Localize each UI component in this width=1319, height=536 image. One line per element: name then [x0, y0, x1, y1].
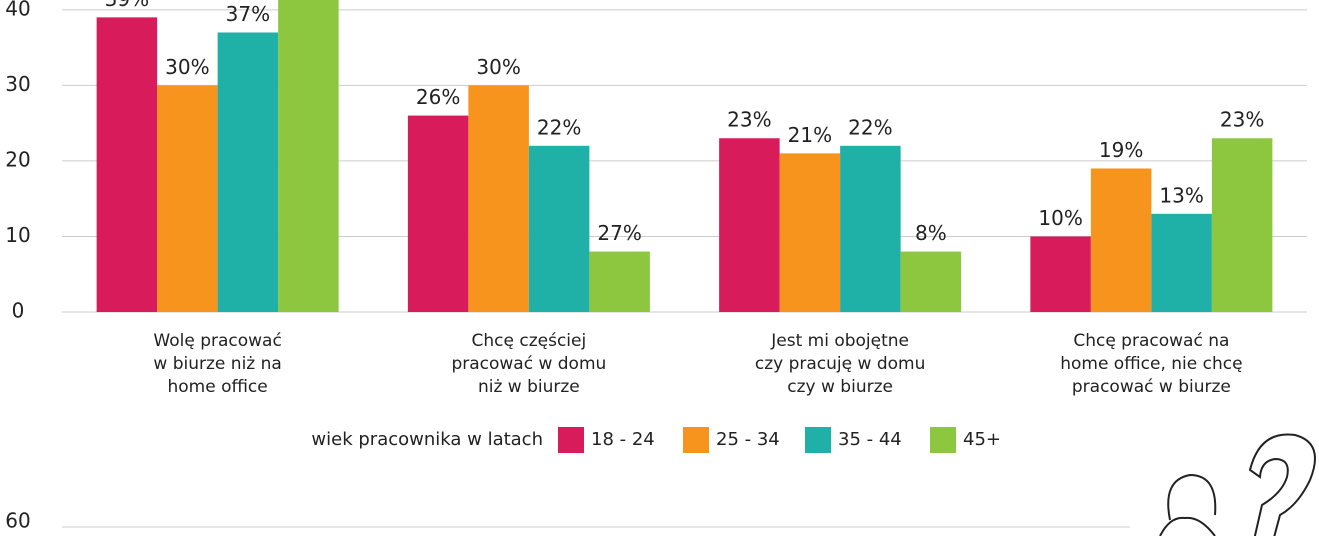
bar [1090, 168, 1152, 312]
legend-title: wiek pracownika w latach [311, 429, 543, 450]
data-label: 26% [416, 85, 460, 109]
legend-label: 45+ [963, 429, 1001, 450]
y-tick-label: 60 [5, 509, 30, 533]
legend-label: 18 - 24 [591, 429, 655, 450]
data-label: 22% [848, 115, 892, 139]
data-label: 19% [1099, 138, 1143, 162]
data-label: 8% [915, 221, 947, 245]
y-tick-label: 30 [5, 72, 30, 96]
bar [96, 17, 158, 312]
x-tick-label: Chcę pracować na home office, nie chcę p… [1060, 331, 1243, 397]
data-label: 13% [1159, 183, 1203, 207]
y-tick-label: 40 [5, 0, 30, 20]
bar [1151, 213, 1212, 312]
bar [1030, 236, 1091, 312]
legend-swatch [683, 427, 709, 453]
y-tick-label: 10 [5, 223, 30, 247]
data-label: 10% [1038, 206, 1082, 230]
data-label: 27% [597, 221, 641, 245]
legend-swatch [558, 427, 584, 453]
bar [217, 32, 279, 313]
bar [840, 145, 901, 312]
data-label: 23% [727, 108, 771, 132]
data-label: 23% [1220, 108, 1264, 132]
bar [589, 251, 650, 312]
legend-swatch [805, 427, 831, 453]
bar [157, 85, 218, 312]
bar [407, 115, 469, 313]
x-tick-label: Wolę pracować w biurze niż na home offic… [153, 331, 282, 397]
bar [1211, 138, 1273, 312]
data-label: 37% [226, 2, 270, 26]
x-tick-label: Jest mi obojętne czy pracuję w domu czy … [754, 331, 926, 397]
data-label: 30% [165, 55, 209, 79]
data-label: 39% [105, 0, 149, 11]
bar [779, 153, 841, 312]
data-label: 22% [537, 115, 581, 139]
data-label: 30% [476, 55, 520, 79]
bar [528, 145, 590, 312]
y-tick-label: 0 [12, 299, 25, 323]
legend-label: 25 - 34 [716, 429, 780, 450]
bar [719, 138, 780, 312]
data-label: 21% [788, 123, 832, 147]
bar [468, 85, 529, 312]
legend-label: 35 - 44 [838, 429, 902, 450]
bar [900, 251, 962, 312]
x-tick-label: Chcę częściej pracować w domu niż w biur… [451, 331, 607, 397]
illustration [1159, 433, 1316, 536]
y-tick-label: 20 [5, 147, 30, 171]
legend-swatch [930, 427, 956, 453]
bar [278, 0, 339, 312]
